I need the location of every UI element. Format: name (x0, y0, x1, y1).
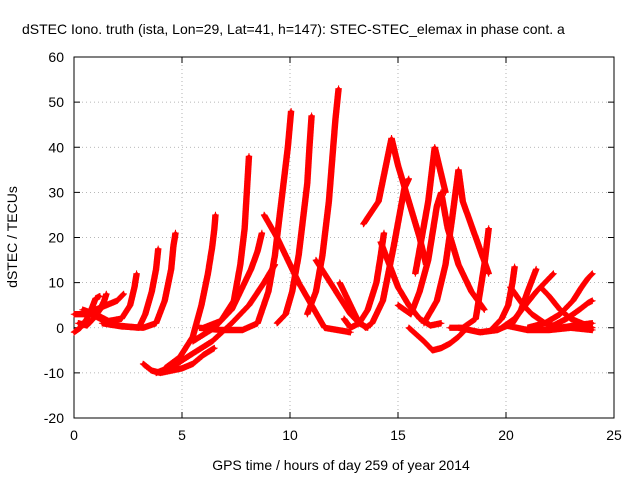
x-tick-label: 5 (178, 427, 186, 443)
y-tick-label: -20 (44, 410, 64, 426)
x-tick-label: 25 (606, 427, 622, 443)
series-markers (98, 229, 179, 331)
series (405, 324, 471, 354)
series-markers (196, 108, 295, 334)
y-tick-label: 30 (48, 184, 64, 200)
series-markers (537, 283, 596, 331)
y-tick-label: -10 (44, 365, 64, 381)
y-tick-label: 20 (48, 230, 64, 246)
ticks: 0 5 10 15 20 25 -20 -10 0 10 20 30 40 50 60 (44, 49, 622, 443)
chart-title: dSTEC Iono. truth (ista, Lon=29, Lat=41,… (22, 21, 565, 37)
y-tick-label: 60 (48, 49, 64, 65)
y-tick-label: 0 (56, 320, 64, 336)
series (273, 112, 315, 327)
series (98, 229, 179, 331)
x-tick-label: 20 (498, 427, 514, 443)
series-markers (405, 324, 471, 354)
x-tick-label: 10 (282, 427, 298, 443)
series (412, 144, 449, 277)
series (420, 166, 492, 327)
series (196, 108, 295, 334)
x-axis-label: GPS time / hours of day 259 of year 2014 (212, 457, 470, 473)
series (546, 297, 596, 331)
series-markers (502, 322, 596, 334)
series (537, 283, 596, 331)
series-markers (412, 144, 449, 277)
series-markers (420, 166, 492, 327)
series-group (70, 85, 596, 377)
series-markers (546, 297, 596, 331)
y-tick-label: 50 (48, 94, 64, 110)
y-tick-label: 40 (48, 139, 64, 155)
y-axis-label: dSTEC / TECUs (4, 186, 20, 288)
series-markers (152, 261, 279, 377)
x-tick-label: 0 (70, 427, 78, 443)
grid (74, 57, 614, 418)
y-tick-label: 10 (48, 275, 64, 291)
series (200, 153, 253, 331)
series (304, 85, 342, 318)
series-markers (200, 153, 253, 331)
x-tick-label: 15 (390, 427, 406, 443)
